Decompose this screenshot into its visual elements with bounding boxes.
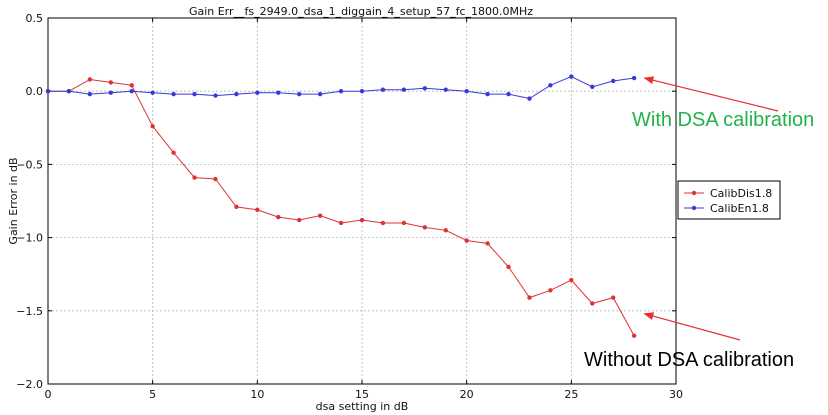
data-point: [317, 213, 323, 218]
data-point: [548, 288, 553, 293]
data-point: [317, 91, 323, 97]
annotation-without-calibration: Without DSA calibration: [584, 349, 794, 371]
data-point: [464, 238, 469, 243]
data-point: [422, 86, 427, 91]
data-point: [548, 83, 553, 88]
data-point: [631, 333, 637, 338]
series-line-2: [48, 76, 635, 100]
data-point: [150, 90, 155, 95]
data-point: [359, 89, 365, 94]
data-point: [569, 74, 574, 79]
y-tick-label: −2.0: [16, 378, 43, 391]
y-tick-label: 0.5: [26, 12, 44, 25]
legend-marker: [691, 205, 697, 211]
data-point: [276, 90, 281, 95]
annotation-arrow: [643, 76, 779, 112]
data-point: [66, 89, 72, 94]
legend: CalibDis1.8 CalibEn1.8: [677, 180, 781, 220]
series-line-1: [48, 78, 635, 336]
data-point: [506, 91, 511, 97]
y-tick-label: 0.0: [26, 85, 44, 98]
legend-label: CalibDis1.8: [710, 187, 772, 200]
data-point: [192, 175, 197, 180]
legend-box: [677, 180, 781, 220]
data-point: [380, 87, 386, 92]
data-point: [527, 295, 532, 300]
data-point: [590, 84, 595, 90]
legend-marker: [691, 190, 697, 196]
data-point: [276, 214, 281, 220]
x-tick-label: 25: [564, 388, 578, 401]
data-point: [150, 124, 155, 129]
y-tick-label: −0.5: [16, 158, 43, 171]
data-point: [255, 90, 260, 95]
data-point: [506, 264, 511, 270]
y-tick-label: −1.0: [16, 232, 43, 245]
annotation-with-calibration: With DSA calibration: [632, 109, 814, 131]
grid: [48, 18, 676, 384]
x-tick-label: 15: [355, 388, 369, 401]
x-tick-label: 5: [149, 388, 156, 401]
data-point: [129, 89, 134, 94]
data-point: [527, 96, 532, 101]
annotation-arrow: [643, 312, 741, 341]
x-axis-title: dsa setting in dB: [316, 400, 409, 413]
data-point: [192, 91, 197, 97]
data-point: [422, 225, 427, 230]
data-point: [297, 91, 302, 97]
data-point: [443, 87, 448, 92]
data-point: [590, 301, 595, 306]
data-point: [611, 295, 616, 300]
data-point: [234, 91, 239, 97]
data-point: [108, 90, 114, 95]
data-point: [359, 217, 365, 223]
data-point: [171, 150, 176, 155]
data-point: [255, 207, 260, 212]
data-point: [485, 91, 490, 97]
data-point: [611, 78, 616, 84]
x-tick-label: 0: [45, 388, 52, 401]
data-point: [485, 241, 490, 246]
data-point: [213, 93, 218, 98]
y-axis-title: Gain Error in dB: [7, 157, 20, 244]
legend-label: CalibEn1.8: [710, 202, 769, 215]
data-point: [338, 220, 344, 226]
data-point: [171, 91, 176, 97]
axis-ticks: 0 5 10 15 20 25 30 0.5 0.0 −0.5 −1.0 −1.5 −2.0: [16, 12, 683, 401]
data-point: [401, 87, 407, 92]
data-point: [129, 83, 134, 88]
data-point: [234, 204, 239, 210]
data-point: [443, 228, 448, 233]
data-point: [631, 75, 637, 81]
data-point: [401, 220, 407, 226]
annotations: With DSA calibration Without DSA calibrat…: [584, 76, 814, 371]
x-tick-label: 20: [460, 388, 474, 401]
series-layer: [45, 74, 637, 338]
data-point: [87, 77, 93, 82]
data-point: [108, 80, 114, 85]
data-point: [213, 176, 218, 182]
x-tick-label: 30: [669, 388, 683, 401]
plot-frame: [47, 17, 677, 385]
data-point: [464, 89, 469, 94]
chart-title: Gain Err__fs_2949.0_dsa_1_diggain_4_setu…: [189, 5, 533, 18]
data-point: [45, 89, 51, 94]
y-tick-label: −1.5: [16, 305, 43, 318]
data-point: [297, 217, 302, 223]
data-point: [87, 91, 93, 97]
data-point: [569, 277, 574, 283]
x-tick-label: 10: [250, 388, 264, 401]
data-point: [380, 220, 386, 226]
data-point: [338, 89, 344, 94]
